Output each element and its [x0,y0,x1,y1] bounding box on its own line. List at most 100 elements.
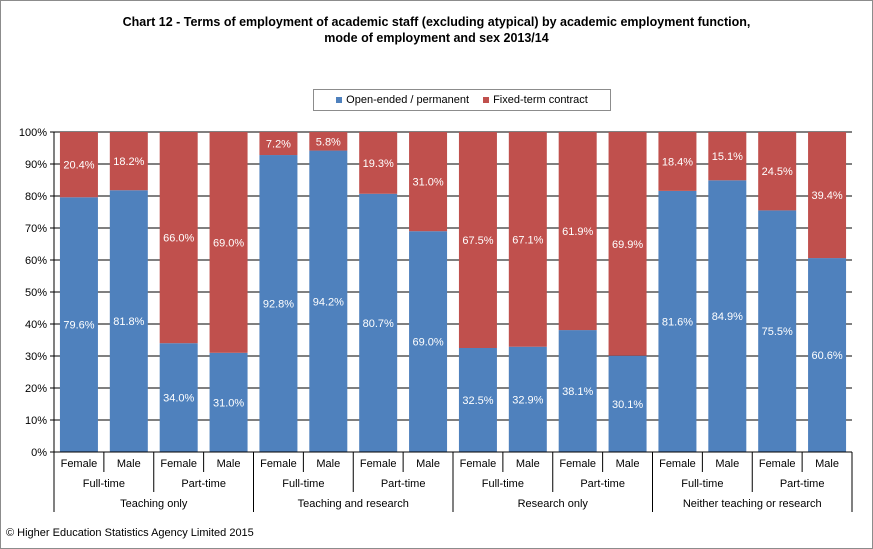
bar-open-ended [209,352,248,452]
y-tick-label: 0% [31,447,47,459]
data-label-fixed-term: 7.2% [266,139,291,151]
y-tick-label: 80% [25,191,47,203]
bar-fixed-term [758,132,797,211]
y-tick-label: 50% [25,287,47,299]
x-tick-label-mode: Full-time [83,478,125,490]
data-label-open-ended: 75.5% [762,326,793,338]
legend-label-open-ended: Open-ended / permanent [346,94,470,106]
bar-open-ended [758,210,797,452]
bar-open-ended [109,190,148,453]
bar-fixed-term [508,132,547,347]
data-label-fixed-term: 39.4% [811,190,842,202]
x-tick-label-sex: Male [117,458,141,470]
legend-item-open-ended: Open-ended / permanent [336,94,469,106]
x-tick-label-sex: Male [616,458,640,470]
data-label-open-ended: 79.6% [63,320,94,332]
bar-open-ended [808,258,847,452]
legend-item-fixed-term: Fixed-term contract [483,94,588,106]
data-label-open-ended: 34.0% [163,393,194,405]
data-label-fixed-term: 67.5% [462,235,493,247]
x-tick-label-mode: Full-time [282,478,324,490]
data-label-open-ended: 94.2% [313,296,344,308]
data-label-fixed-term: 66.0% [163,233,194,245]
data-label-open-ended: 80.7% [363,318,394,330]
legend-swatch-open-ended [336,97,343,103]
bar-fixed-term [608,132,647,356]
data-label-fixed-term: 69.9% [612,239,643,251]
x-tick-label-mode: Part-time [381,478,426,490]
bar-open-ended [558,330,597,452]
data-label-fixed-term: 18.2% [113,156,144,168]
x-tick-label-function: Neither teaching or research [683,498,822,510]
bar-open-ended [309,150,348,452]
data-label-open-ended: 32.9% [512,394,543,406]
legend-swatch-fixed-term [483,97,490,103]
y-tick-label: 60% [25,255,47,267]
legend-label-fixed-term: Fixed-term contract [493,94,588,106]
bar-fixed-term [708,132,747,181]
data-label-fixed-term: 19.3% [363,158,394,170]
data-label-open-ended: 38.1% [562,386,593,398]
data-label-open-ended: 81.8% [113,316,144,328]
y-tick-label: 70% [25,223,47,235]
data-label-fixed-term: 61.9% [562,226,593,238]
data-label-fixed-term: 24.5% [762,166,793,178]
x-tick-label-sex: Female [460,458,497,470]
x-tick-label-sex: Female [559,458,596,470]
bar-open-ended [508,346,547,452]
data-label-fixed-term: 20.4% [63,160,94,172]
data-label-open-ended: 92.8% [263,299,294,311]
bar-open-ended [159,343,198,452]
chart-title: Chart 12 - Terms of employment of academ… [0,14,873,46]
data-label-open-ended: 69.0% [412,337,443,349]
bar-open-ended [608,355,647,452]
x-tick-label-function: Teaching and research [298,498,409,510]
data-label-fixed-term: 31.0% [412,177,443,189]
y-tick-label: 90% [25,159,47,171]
y-tick-label: 10% [25,415,47,427]
bar-fixed-term [558,132,597,331]
y-tick-label: 20% [25,383,47,395]
x-tick-label-sex: Male [316,458,340,470]
data-label-open-ended: 60.6% [811,350,842,362]
x-tick-label-mode: Full-time [681,478,723,490]
y-tick-label: 100% [19,127,47,139]
bar-fixed-term [109,132,148,191]
bar-fixed-term [59,132,98,198]
chart-legend: Open-ended / permanent Fixed-term contra… [313,89,611,111]
data-label-fixed-term: 15.1% [712,151,743,163]
x-tick-label-mode: Part-time [181,478,226,490]
data-label-open-ended: 31.0% [213,397,244,409]
x-tick-label-function: Teaching only [120,498,188,510]
bar-fixed-term [309,132,348,151]
data-label-open-ended: 81.6% [662,316,693,328]
data-label-open-ended: 84.9% [712,311,743,323]
chart-title-line-1: Chart 12 - Terms of employment of academ… [122,15,751,29]
x-tick-label-sex: Female [260,458,297,470]
x-tick-label-sex: Female [360,458,397,470]
y-tick-label: 30% [25,351,47,363]
y-tick-label: 40% [25,319,47,331]
bar-fixed-term [458,132,497,348]
bar-open-ended [658,190,697,452]
bar-open-ended [59,197,98,452]
bar-open-ended [458,348,497,452]
bar-fixed-term [808,132,847,259]
bar-open-ended [409,231,448,452]
chart-title-line-2: mode of employment and sex 2013/14 [324,31,549,45]
x-tick-label-sex: Female [160,458,197,470]
x-tick-label-function: Research only [518,498,589,510]
bar-fixed-term [409,132,448,232]
x-tick-label-sex: Female [61,458,98,470]
x-tick-label-sex: Male [715,458,739,470]
data-label-open-ended: 30.1% [612,399,643,411]
x-tick-label-sex: Male [815,458,839,470]
bar-fixed-term [658,132,697,191]
bar-open-ended [359,193,398,452]
data-label-fixed-term: 5.8% [316,136,341,148]
copyright-notice: © Higher Education Statistics Agency Lim… [6,527,254,539]
x-tick-label-sex: Male [217,458,241,470]
x-tick-label-mode: Part-time [780,478,825,490]
bar-fixed-term [359,132,398,194]
bar-fixed-term [259,132,298,156]
